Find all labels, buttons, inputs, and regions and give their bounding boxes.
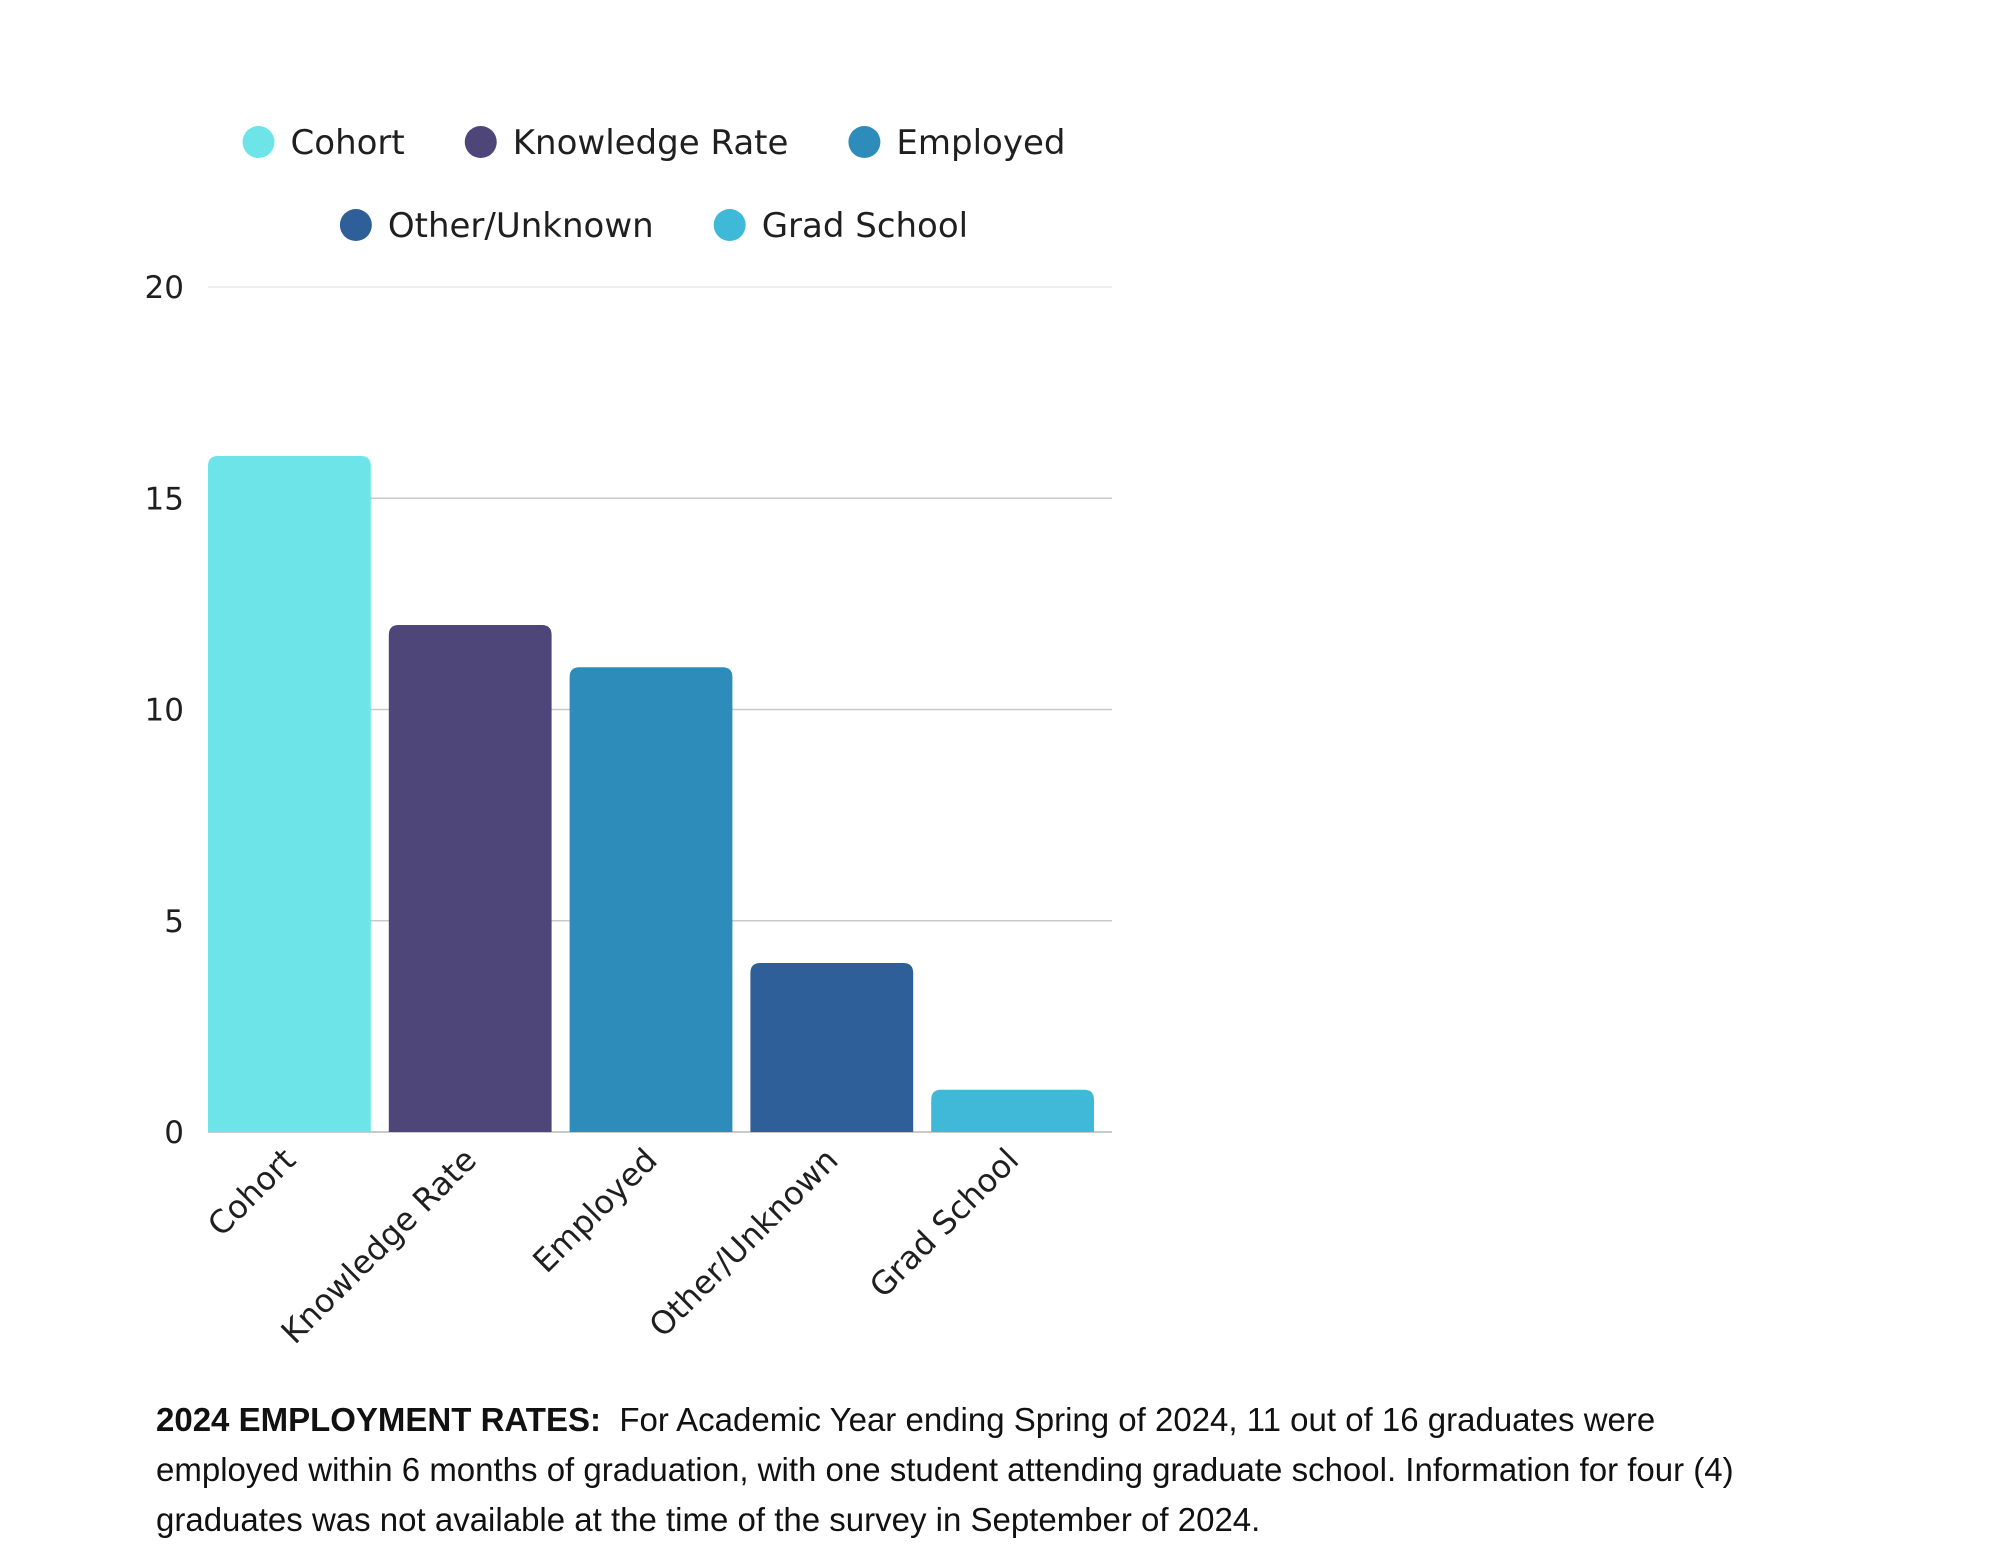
caption-paragraph: 2024 EMPLOYMENT RATES: For Academic Year…: [156, 1395, 1736, 1545]
legend-swatch-other-unknown: [339, 209, 372, 241]
legend-label-employed: Employed: [896, 123, 1065, 163]
chart-legend: Cohort Knowledge Rate Employed Other/Unknow…: [242, 123, 1065, 246]
x-tick-label-other-unknown: Other/Unknown: [642, 1141, 846, 1345]
chart-bars: [208, 456, 1094, 1132]
bar-employed: [569, 667, 733, 1132]
legend-item-knowledge-rate: Knowledge Rate: [464, 123, 789, 163]
bar-knowledge-rate: [388, 625, 552, 1132]
caption-text: For Academic Year ending Spring of 2024,…: [156, 1401, 1734, 1538]
bar-other-unknown: [750, 963, 914, 1132]
legend-swatch-employed: [848, 126, 881, 158]
y-axis-ticks: 0 5 10 15 20: [145, 270, 184, 1151]
x-tick-label-knowledge-rate: Knowledge Rate: [274, 1141, 484, 1351]
y-tick-label-5: 5: [164, 904, 184, 940]
x-tick-label-employed: Employed: [525, 1141, 664, 1280]
caption-bold-label: 2024 EMPLOYMENT RATES:: [156, 1401, 601, 1438]
legend-label-other-unknown: Other/Unknown: [388, 206, 654, 246]
y-tick-label-20: 20: [145, 270, 184, 306]
legend-label-cohort: Cohort: [291, 123, 405, 163]
legend-swatch-grad-school: [713, 209, 746, 241]
y-tick-label-15: 15: [145, 481, 184, 517]
bar-cohort: [208, 456, 371, 1132]
y-tick-label-0: 0: [164, 1115, 184, 1151]
legend-item-employed: Employed: [848, 123, 1065, 163]
legend-label-grad-school: Grad School: [762, 206, 968, 246]
x-tick-label-grad-school: Grad School: [862, 1141, 1026, 1305]
legend-swatch-knowledge-rate: [464, 126, 497, 158]
bar-grad-school: [931, 1089, 1094, 1132]
legend-swatch-cohort: [242, 126, 275, 158]
y-tick-label-10: 10: [145, 693, 184, 729]
legend-item-cohort: Cohort: [242, 123, 405, 163]
legend-item-grad-school: Grad School: [713, 206, 968, 246]
x-tick-label-cohort: Cohort: [200, 1141, 303, 1244]
legend-item-other-unknown: Other/Unknown: [339, 206, 654, 246]
legend-label-knowledge-rate: Knowledge Rate: [513, 123, 789, 163]
